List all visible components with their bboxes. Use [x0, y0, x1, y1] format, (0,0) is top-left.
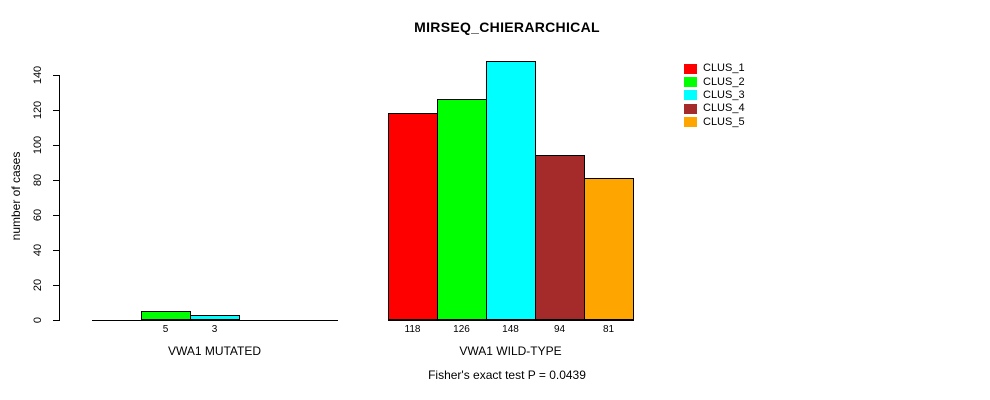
y-axis-tick	[53, 180, 59, 181]
bar-value-label: 94	[553, 324, 566, 335]
legend-row: CLUS_2	[684, 75, 745, 88]
bar-clus-3	[190, 315, 240, 320]
bar-clus-1	[388, 113, 438, 320]
legend-swatch-clus-3	[684, 90, 697, 101]
y-tick-label: 0	[32, 316, 44, 324]
bar-value-label: 5	[162, 324, 169, 335]
group-baseline	[388, 320, 634, 321]
y-axis-tick	[53, 285, 59, 286]
bar-value-label: 126	[453, 324, 470, 335]
legend-swatch-clus-4	[684, 103, 697, 114]
group-baseline	[92, 320, 338, 321]
group-label: VWA1 MUTATED	[167, 344, 262, 358]
bar-clus-2	[437, 99, 487, 320]
y-axis-tick	[53, 320, 59, 321]
y-tick-label: 60	[32, 208, 44, 222]
y-tick-label: 40	[32, 243, 44, 257]
legend-row: CLUS_4	[684, 102, 745, 115]
bar-clus-5	[584, 178, 634, 320]
legend-row: CLUS_5	[684, 116, 745, 129]
legend-swatch-clus-2	[684, 77, 697, 88]
legend-row: CLUS_3	[684, 89, 745, 102]
legend-swatch-clus-1	[684, 63, 697, 74]
y-tick-label: 140	[32, 65, 44, 85]
legend: CLUS_1 CLUS_2 CLUS_3 CLUS_4 CLUS_5	[684, 62, 745, 129]
y-axis-tick	[53, 215, 59, 216]
legend-label: CLUS_1	[703, 62, 745, 75]
legend-swatch-clus-5	[684, 117, 697, 128]
y-tick-label: 120	[32, 100, 44, 120]
legend-label: CLUS_5	[703, 115, 745, 128]
footnote-text: Fisher's exact test P = 0.0439	[428, 368, 586, 382]
bar-value-label: 3	[211, 324, 218, 335]
bar-clus-4	[535, 155, 585, 320]
y-axis-tick	[53, 145, 59, 146]
bar-value-label: 148	[502, 324, 519, 335]
bar-value-label: 118	[404, 324, 421, 335]
legend-row: CLUS_1	[684, 62, 745, 75]
bar-clus-3	[486, 61, 536, 320]
y-axis-tick	[53, 75, 59, 76]
y-axis-tick	[53, 250, 59, 251]
chart-title: MIRSEQ_CHIERARCHICAL	[414, 19, 600, 35]
legend-label: CLUS_3	[703, 88, 745, 101]
y-tick-label: 20	[32, 278, 44, 292]
legend-label: CLUS_4	[703, 102, 745, 115]
bar-clus-2	[141, 311, 191, 320]
y-axis-line	[59, 75, 60, 321]
legend-label: CLUS_2	[703, 75, 745, 88]
y-tick-label: 100	[32, 135, 44, 155]
y-axis-label: number of cases	[9, 151, 23, 241]
group-label: VWA1 WILD-TYPE	[459, 344, 562, 358]
y-axis-tick	[53, 110, 59, 111]
bar-value-label: 81	[602, 324, 615, 335]
y-tick-label: 80	[32, 173, 44, 187]
